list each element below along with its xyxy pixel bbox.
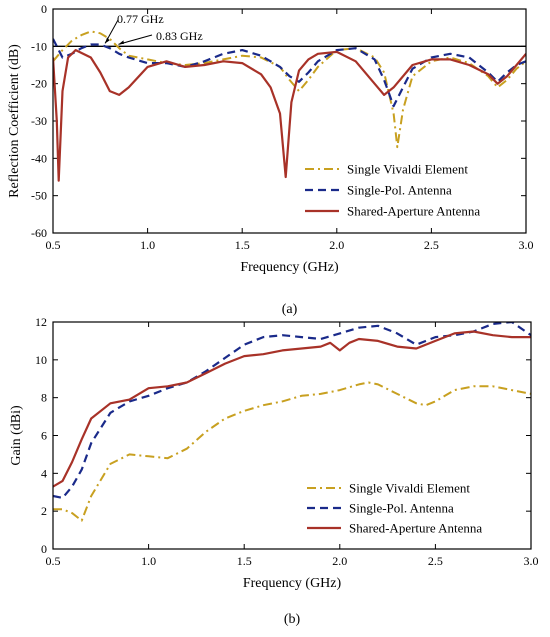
x-tick-label: 2.5 [424,238,439,252]
x-tick-label: 3.0 [519,238,534,252]
series-line-2 [53,330,531,488]
y-tick-label: 0 [41,2,47,16]
legend-label-2: Shared-Aperture Antenna [347,204,480,219]
annotation-arrow [118,34,153,45]
annotation-arrowhead [105,37,110,44]
series-line-1 [53,38,526,108]
x-tick-label: 2.5 [428,554,443,568]
y-tick-label: -40 [31,151,47,165]
x-tick-label: 1.0 [141,554,156,568]
plot-frame [52,321,532,550]
y-axis-label: Reflection Coefficient (dB) [7,44,22,198]
x-tick-label: 0.5 [46,238,61,252]
legend-label-0: Single Vivaldi Element [349,481,470,496]
y-tick-label: 6 [41,429,47,443]
x-tick-label: 3.0 [524,554,539,568]
series-line-2 [53,49,526,182]
chart-reflection-coefficient: 0.5 1.0 1.5 2.0 2.5 3.0 0 -10 -20 -30 -40 -50 -60 Fre… [7,2,534,317]
annotation-label: 0.83 GHz [156,29,203,43]
x-tick-label: 1.5 [237,554,252,568]
y-tick-label: -10 [31,39,47,53]
y-tick-label: 4 [41,466,47,480]
x-tick-label: 0.5 [46,554,61,568]
y-tick-label: 12 [35,315,47,329]
y-tick-label: 8 [41,391,47,405]
x-tick-label: 2.0 [332,554,347,568]
plot-frame [52,8,527,234]
legend-label-1: Single-Pol. Antenna [349,501,454,516]
y-tick-label: -60 [31,226,47,240]
x-tick-label: 1.5 [235,238,250,252]
chart-gain: 0.5 1.0 1.5 2.0 2.5 3.0 0 2 4 6 8 10 12 Frequency (GH… [9,315,539,627]
y-tick-label: -20 [31,77,47,91]
series-line-0 [53,381,531,522]
y-tick-label: 2 [41,504,47,518]
y-tick-label: -30 [31,114,47,128]
y-tick-label: -50 [31,189,47,203]
x-axis-label: Frequency (GHz) [240,260,339,275]
legend-label-1: Single-Pol. Antenna [347,183,452,198]
legend-label-2: Shared-Aperture Antenna [349,521,482,536]
figure-caption: (a) [282,302,298,317]
x-tick-label: 1.0 [140,238,155,252]
x-axis-label: Frequency (GHz) [243,576,342,591]
y-axis-label: Gain (dBi) [9,405,24,466]
annotation-label: 0.77 GHz [117,12,164,26]
y-tick-label: 0 [41,542,47,556]
figure-caption: (b) [284,612,301,627]
annotation-arrowhead [118,40,124,45]
y-tick-label: 10 [35,353,47,367]
x-tick-label: 2.0 [329,238,344,252]
legend-label-0: Single Vivaldi Element [347,162,468,177]
